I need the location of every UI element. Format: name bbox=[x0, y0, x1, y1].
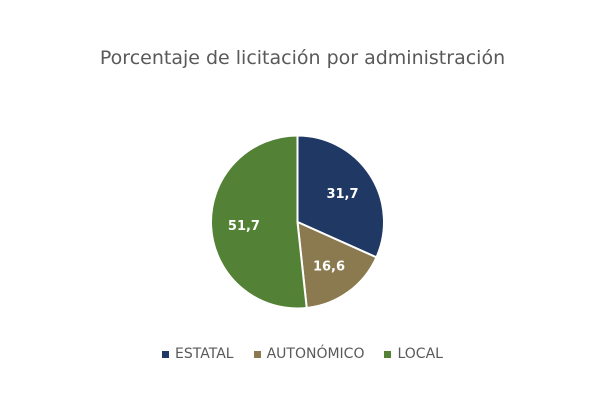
legend-label: AUTONÓMICO bbox=[266, 346, 365, 362]
legend-swatch-local bbox=[384, 350, 392, 358]
legend-item-estatal: ESTATAL bbox=[162, 346, 234, 362]
data-label-local: 51,7 bbox=[228, 219, 260, 234]
pie-slice-estatal bbox=[296, 134, 385, 259]
chart-title: Porcentaje de licitación por administrac… bbox=[99, 47, 506, 69]
legend-item-autonomico: AUTONÓMICO bbox=[253, 346, 365, 362]
legend-label: LOCAL bbox=[397, 346, 443, 362]
legend-swatch-autonomico bbox=[253, 350, 261, 358]
legend-swatch-estatal bbox=[162, 350, 170, 358]
pie-slice-local bbox=[210, 134, 308, 310]
data-label-estatal: 31,7 bbox=[326, 187, 358, 202]
legend-item-local: LOCAL bbox=[384, 346, 443, 362]
pie-slice-autonomico bbox=[296, 220, 378, 310]
legend-label: ESTATAL bbox=[175, 346, 234, 362]
legend: ESTATAL AUTONÓMICO LOCAL bbox=[0, 346, 605, 362]
data-label-autonomico: 16,6 bbox=[313, 259, 345, 274]
